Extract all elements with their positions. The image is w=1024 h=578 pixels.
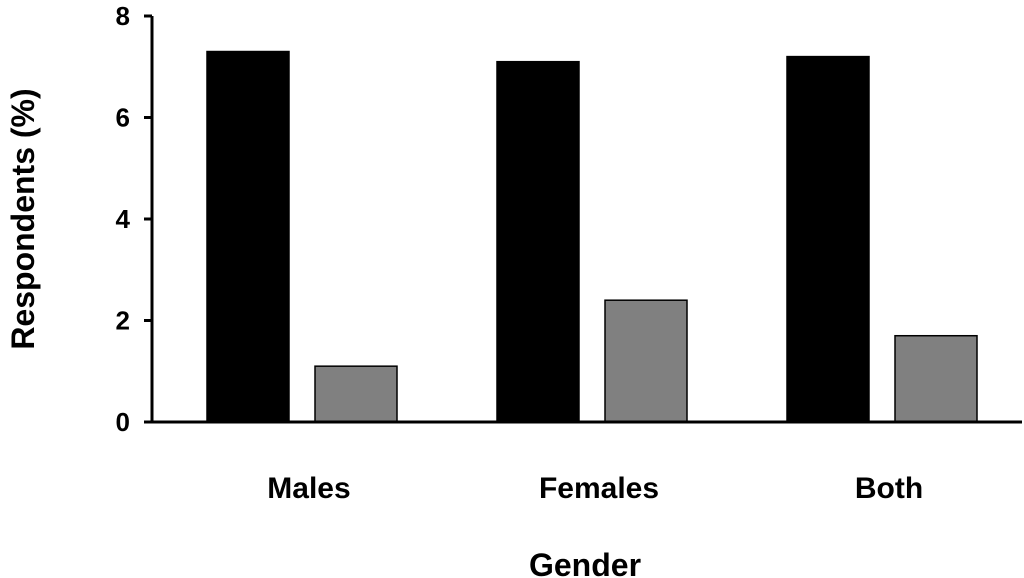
bar-females-series-1 [496,60,580,423]
y-tick-label: 0 [116,407,130,437]
y-tick-label: 6 [116,103,130,133]
bar-males-series-1 [206,50,290,423]
x-category-label: Males [267,472,350,505]
y-tick-label: 2 [116,306,130,336]
y-ticks-group: 0 2 4 6 8 [116,1,152,437]
bar-females-series-2 [604,299,688,423]
y-axis-title: Respondents (%) [5,88,41,349]
bar-both-series-1 [786,55,870,423]
bar-males-series-2 [314,365,398,423]
x-category-label: Both [855,472,923,505]
x-axis-title: Gender [529,547,641,578]
x-category-label: Females [539,472,659,505]
bar-both-series-2 [894,334,978,423]
bars-group [206,50,978,423]
y-tick-label: 8 [116,1,130,31]
y-tick-label: 4 [116,204,131,234]
x-labels-group: Males Females Both [267,472,923,505]
